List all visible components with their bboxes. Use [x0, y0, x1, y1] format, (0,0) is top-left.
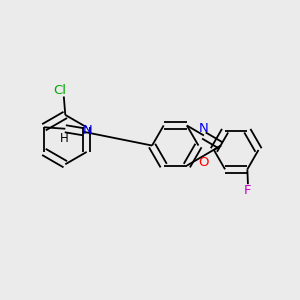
Text: Cl: Cl — [54, 84, 67, 97]
Text: O: O — [199, 156, 209, 169]
Text: N: N — [82, 124, 92, 137]
Text: H: H — [60, 132, 69, 145]
Text: N: N — [199, 122, 209, 136]
Text: F: F — [244, 184, 252, 196]
